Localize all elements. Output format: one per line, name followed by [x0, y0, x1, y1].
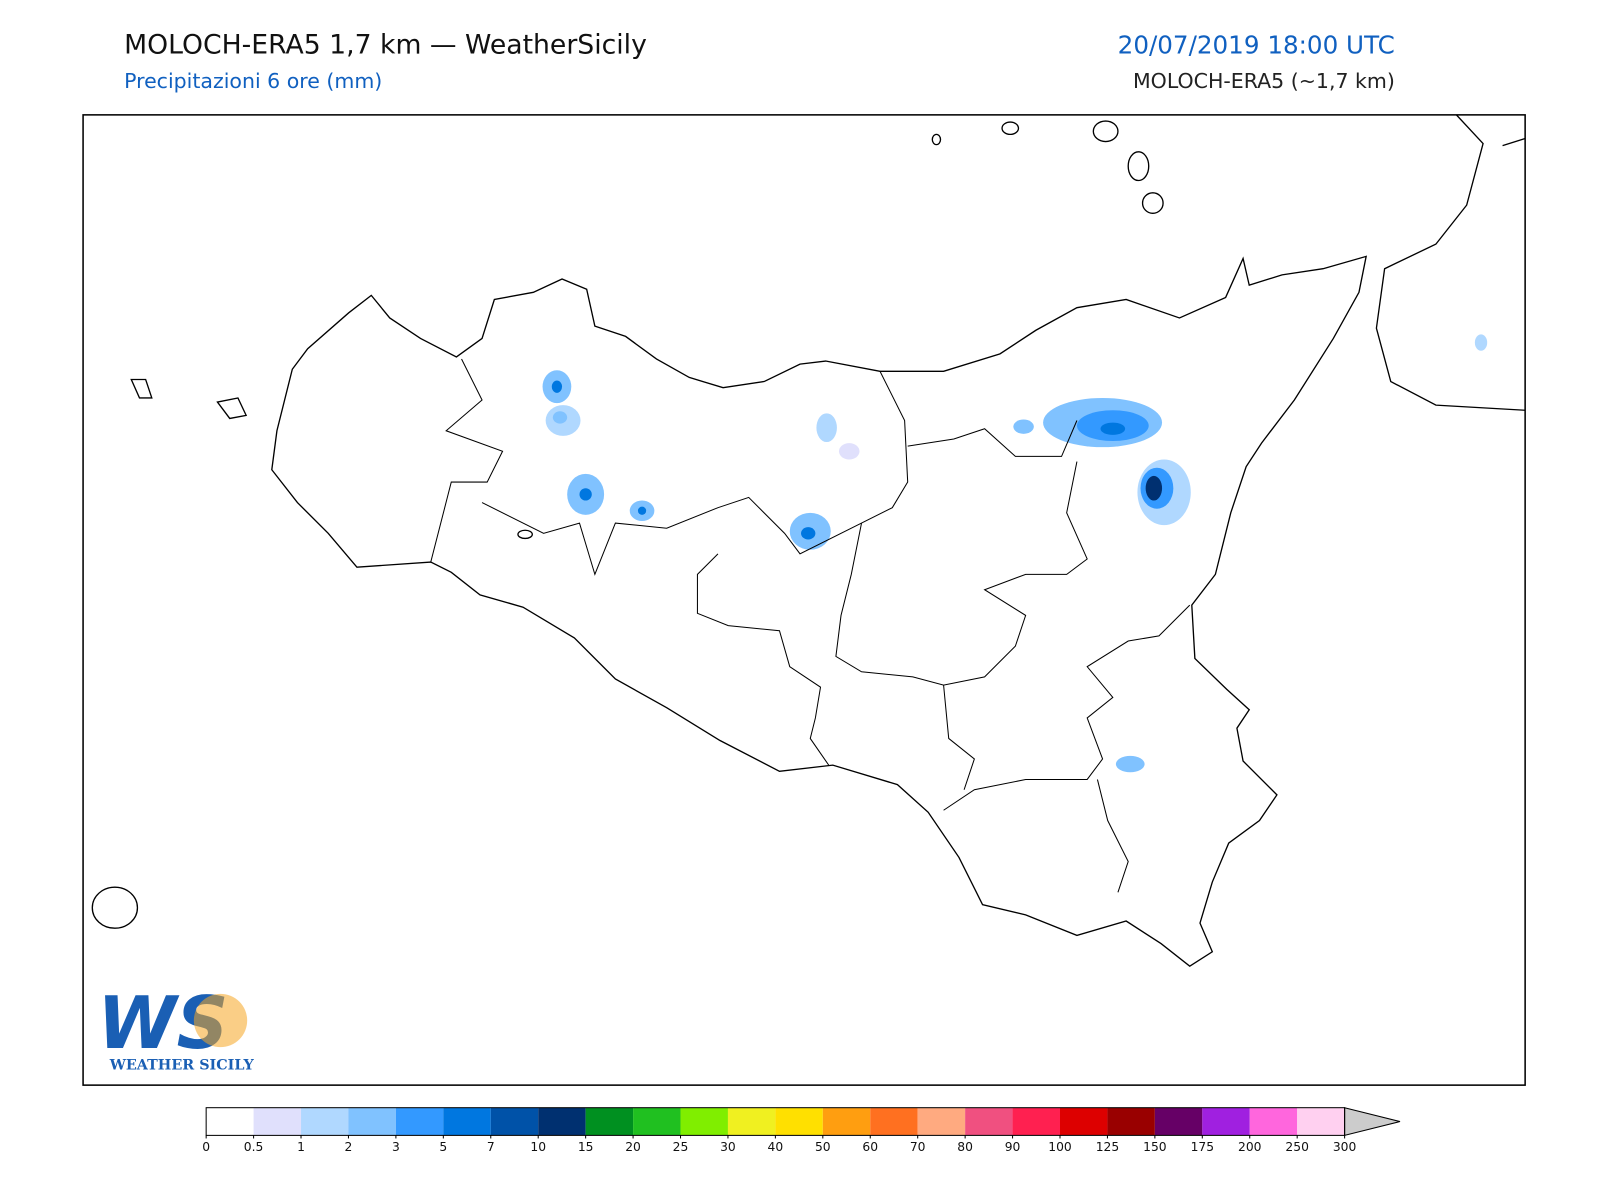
colorbar-swatch — [917, 1107, 966, 1136]
colorbar-tick-label: 5 — [439, 1140, 447, 1154]
colorbar-swatch — [253, 1107, 302, 1136]
colorbar-swatch — [348, 1107, 396, 1136]
colorbar-swatch — [1297, 1107, 1345, 1136]
colorbar-swatch — [775, 1107, 823, 1136]
colorbar-tick-label: 200 — [1238, 1140, 1261, 1154]
colorbar-tick-label: 1 — [297, 1140, 305, 1154]
colorbar-tick-label: 7 — [487, 1140, 495, 1154]
colorbar-tick-label: 3 — [392, 1140, 400, 1154]
colorbar-tick-label: 15 — [578, 1140, 594, 1154]
precipitation — [542, 334, 1488, 773]
colorbar-tick-label: 125 — [1096, 1140, 1119, 1154]
colorbar-swatch — [490, 1107, 539, 1136]
colorbar-swatch — [206, 1107, 254, 1136]
colorbar-swatch — [538, 1107, 586, 1136]
subtitle: Precipitazioni 6 ore (mm) — [124, 69, 382, 93]
colorbar-tick-label: 150 — [1143, 1140, 1166, 1154]
colorbar-swatch — [965, 1107, 1013, 1136]
colorbar-tick-label: 0 — [202, 1140, 210, 1154]
colorbar-tick-label: 50 — [815, 1140, 831, 1154]
colorbar-tick-label: 0.5 — [244, 1140, 264, 1154]
colorbar-swatch — [870, 1107, 918, 1136]
colorbar-tick-label: 25 — [673, 1140, 689, 1154]
colorbar-swatch — [443, 1107, 491, 1136]
colorbar-swatch — [1202, 1107, 1250, 1136]
colorbar-tick-label: 60 — [862, 1140, 878, 1154]
colorbar-swatch — [633, 1107, 681, 1136]
colorbar-tick-label: 175 — [1191, 1140, 1214, 1154]
colorbar-extension — [1344, 1107, 1401, 1137]
colorbar-swatch — [727, 1107, 776, 1136]
date: 20/07/2019 18:00 UTC — [1118, 30, 1395, 59]
colorbar-tick-label: 250 — [1285, 1140, 1308, 1154]
colorbar-tick-label: 10 — [530, 1140, 546, 1154]
colorbar-tick-label: 300 — [1333, 1140, 1356, 1154]
colorbar-swatch — [1154, 1107, 1203, 1136]
title: MOLOCH-ERA5 1,7 km — WeatherSicily — [124, 29, 647, 60]
map — [82, 114, 1526, 1086]
colorbar: 0 0.5 1 2 3 5 7 10 15 20 25 30 40 50 60 70 80 90 100 125 150… — [202, 1107, 1401, 1154]
colorbar-swatch — [1060, 1107, 1108, 1136]
colorbar-tick-label: 70 — [910, 1140, 926, 1154]
colorbar-tick-label: 100 — [1048, 1140, 1071, 1154]
colorbar-swatch — [822, 1107, 871, 1136]
coastline — [91, 114, 1526, 967]
colorbar-tick-label: 20 — [625, 1140, 641, 1154]
model: MOLOCH-ERA5 (~1,7 km) — [1133, 69, 1395, 93]
colorbar-swatch — [585, 1107, 634, 1136]
colorbar-swatch — [1012, 1107, 1060, 1136]
colorbar-swatch — [301, 1107, 349, 1136]
colorbar-swatch — [1249, 1107, 1298, 1136]
map-frame — [82, 114, 1526, 1086]
logo: WS WEATHER SICILY — [97, 981, 254, 1074]
colorbar-swatch — [1107, 1107, 1155, 1136]
colorbar-swatch — [680, 1107, 728, 1136]
logo-text: WEATHER SICILY — [109, 1058, 255, 1074]
colorbar-tick-label: 30 — [720, 1140, 736, 1154]
colorbar-tick-label: 80 — [957, 1140, 973, 1154]
colorbar-tick-label: 2 — [345, 1140, 353, 1154]
province-borders — [430, 358, 1191, 893]
colorbar-swatch — [395, 1107, 444, 1136]
colorbar-tick-label: 40 — [768, 1140, 784, 1154]
colorbar-tick-label: 90 — [1005, 1140, 1021, 1154]
